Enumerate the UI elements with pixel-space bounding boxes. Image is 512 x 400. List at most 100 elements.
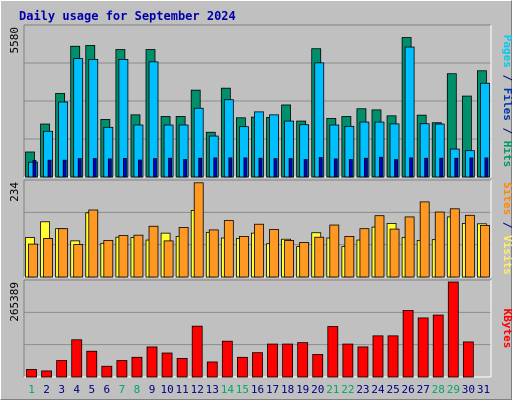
x-tick-label-5: 5 — [88, 383, 95, 396]
x-tick-label-15: 15 — [236, 383, 249, 396]
legend-item: Sites — [501, 182, 512, 215]
bar-sites-day-21 — [329, 224, 340, 278]
bar-kbytes-day-5 — [86, 350, 98, 378]
bar-kbytes-day-11 — [176, 357, 188, 378]
bar-pages-day-12 — [198, 157, 203, 178]
bar-kbytes-day-28 — [432, 314, 444, 378]
panel-3-max-label: 265389 — [8, 282, 21, 322]
bar-kbytes-day-14 — [221, 340, 233, 378]
bar-kbytes-day-21 — [327, 326, 339, 378]
x-tick-label-19: 19 — [296, 383, 309, 396]
bar-kbytes-day-8 — [131, 356, 143, 378]
bar-kbytes-day-19 — [297, 342, 309, 378]
bar-sites-day-22 — [344, 236, 355, 278]
bar-sites-day-10 — [163, 240, 174, 278]
x-tick-label-26: 26 — [402, 383, 415, 396]
bar-pages-day-31 — [484, 157, 489, 178]
bar-pages-day-18 — [288, 158, 293, 178]
x-tick-label-3: 3 — [58, 383, 65, 396]
bar-sites-day-4 — [73, 244, 84, 278]
bar-pages-day-7 — [122, 158, 127, 178]
bar-kbytes-day-3 — [56, 360, 68, 378]
bar-pages-day-3 — [62, 159, 67, 178]
legend-item: Visits — [501, 235, 512, 275]
x-tick-label-18: 18 — [281, 383, 294, 396]
x-tick-label-12: 12 — [191, 383, 204, 396]
x-tick-label-1: 1 — [28, 383, 35, 396]
bar-sites-day-7 — [118, 235, 129, 278]
x-tick-label-28: 28 — [432, 383, 445, 396]
legend-item: Pages — [501, 35, 512, 68]
bar-kbytes-day-15 — [237, 356, 248, 378]
bar-kbytes-day-4 — [71, 339, 83, 378]
legend-item: Hits — [501, 141, 512, 168]
bar-sites-day-26 — [404, 216, 415, 278]
bar-sites-day-13 — [208, 229, 219, 278]
bar-sites-day-16 — [254, 223, 264, 278]
bar-sites-day-11 — [178, 227, 189, 278]
bar-kbytes-day-1 — [26, 369, 37, 378]
bar-sites-day-29 — [449, 208, 460, 278]
bar-sites-day-19 — [299, 242, 310, 278]
bar-kbytes-day-7 — [116, 360, 128, 378]
bar-pages-day-9 — [153, 158, 157, 178]
bar-sites-day-17 — [269, 229, 279, 278]
bar-pages-day-16 — [258, 157, 263, 178]
bar-kbytes-day-10 — [161, 352, 173, 378]
x-tick-label-10: 10 — [160, 383, 173, 396]
bar-pages-day-15 — [243, 157, 248, 178]
bar-kbytes-day-2 — [41, 370, 52, 378]
x-tick-label-9: 9 — [149, 383, 156, 396]
legend-item: / — [501, 68, 512, 88]
bar-sites-day-31 — [480, 225, 490, 278]
bar-pages-day-10 — [168, 157, 172, 178]
bar-pages-day-22 — [348, 159, 353, 178]
bar-sites-day-12 — [193, 182, 204, 278]
bar-sites-day-27 — [419, 201, 430, 278]
bar-kbytes-day-9 — [146, 346, 158, 378]
bar-sites-day-30 — [464, 214, 475, 278]
x-tick-label-14: 14 — [221, 383, 235, 396]
bar-kbytes-day-17 — [267, 343, 278, 378]
bar-kbytes-day-18 — [282, 343, 293, 378]
bar-pages-day-2 — [47, 159, 52, 178]
x-tick-label-13: 13 — [206, 383, 219, 396]
bar-pages-day-25 — [394, 159, 398, 178]
bar-pages-day-21 — [333, 158, 338, 178]
bar-sites-day-25 — [389, 228, 400, 278]
bar-kbytes-day-24 — [372, 335, 384, 378]
bar-pages-day-6 — [107, 158, 112, 178]
bar-sites-day-24 — [374, 215, 385, 278]
bar-pages-day-27 — [424, 157, 429, 178]
x-tick-label-21: 21 — [326, 383, 339, 396]
bar-kbytes-day-27 — [417, 317, 429, 378]
bar-kbytes-day-29 — [447, 281, 459, 378]
bar-pages-day-29 — [454, 157, 459, 178]
bar-pages-day-19 — [303, 159, 308, 178]
legend-item: Files — [501, 88, 512, 121]
bar-kbytes-day-26 — [402, 310, 414, 378]
bar-sites-day-28 — [434, 211, 445, 278]
x-tick-label-16: 16 — [251, 383, 264, 396]
panel-1-max-label: 5580 — [8, 27, 21, 54]
bar-pages-day-5 — [92, 158, 97, 178]
bar-pages-day-20 — [318, 157, 323, 178]
bar-kbytes-day-12 — [191, 325, 203, 378]
x-tick-label-22: 22 — [341, 383, 354, 396]
bar-pages-day-8 — [138, 159, 142, 178]
x-tick-label-30: 30 — [462, 383, 475, 396]
bar-sites-day-20 — [314, 236, 325, 278]
x-tick-label-25: 25 — [386, 383, 399, 396]
legend-item: / — [501, 121, 512, 141]
x-tick-label-31: 31 — [477, 383, 490, 396]
bar-kbytes-day-20 — [312, 354, 324, 378]
panel-1-legend: Pages / Files / Hits — [501, 35, 512, 168]
bar-pages-day-30 — [469, 157, 474, 178]
bar-sites-day-14 — [223, 220, 234, 278]
x-tick-label-20: 20 — [311, 383, 324, 396]
bar-pages-day-1 — [32, 160, 37, 178]
x-tick-label-23: 23 — [356, 383, 369, 396]
bar-sites-day-3 — [58, 228, 69, 278]
bar-sites-day-1 — [28, 243, 38, 278]
